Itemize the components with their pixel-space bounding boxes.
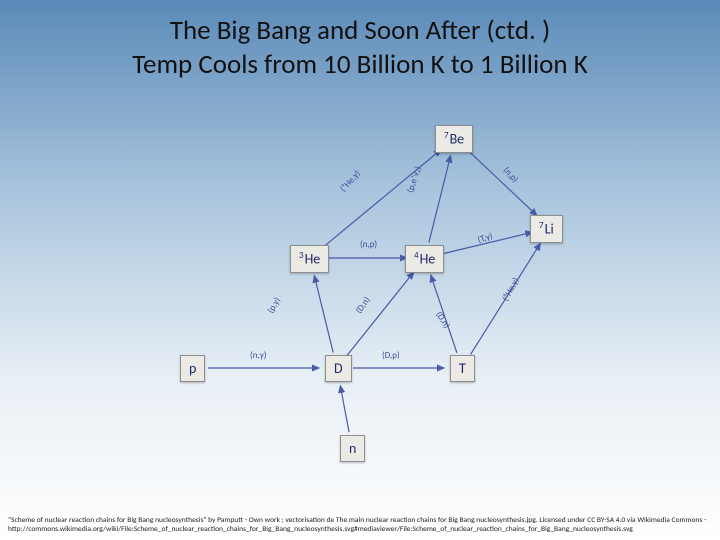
edge-He4-Be7 — [429, 155, 451, 242]
nucleosynthesis-diagram: (n,γ) (D,p) (p,γ) (D,n) (D,n) (n,p) (⁴He,γ) (T,… — [160, 115, 580, 475]
edge-D-He3 — [314, 275, 333, 352]
edge-label-D-T: (D,p) — [382, 350, 400, 361]
edge-He3-Be7 — [322, 149, 441, 247]
edge-label-D-He3: (p,γ) — [265, 296, 283, 316]
diagram-edges — [160, 115, 580, 475]
credit-line-2: http://commons.wikimedia.org/wiki/File:S… — [8, 525, 633, 534]
edge-label-T-Li7: (⁴He,γ) — [500, 276, 521, 303]
credit-line-1: "Scheme of nuclear reaction chains for B… — [8, 516, 706, 525]
title-line-1: The Big Bang and Soon After (ctd. ) — [170, 14, 550, 47]
slide-title: The Big Bang and Soon After (ctd. ) Temp… — [0, 14, 720, 82]
node-He3: 3He — [290, 245, 329, 273]
node-He4: 4He — [405, 245, 444, 273]
node-n: n — [340, 435, 365, 462]
edge-label-D-He4: (D,n) — [353, 295, 372, 316]
edge-label-He4-Li7: (T,γ) — [476, 231, 494, 246]
edge-label-Be7-Li7: (n,p) — [501, 165, 521, 185]
node-p: p — [180, 355, 205, 382]
slide: The Big Bang and Soon After (ctd. ) Temp… — [0, 0, 720, 540]
edge-label-He3-He4: (n,p) — [360, 239, 377, 250]
edge-Be7-Li7 — [467, 149, 537, 216]
edge-label-p-D: (n,γ) — [250, 350, 266, 361]
node-Be7: 7Be — [435, 125, 473, 153]
edge-label-T-He4: (D,n) — [433, 310, 452, 331]
edge-label-He3-Be7: (⁴He,γ) — [338, 168, 363, 194]
edge-n-D — [340, 386, 349, 433]
title-line-2: Temp Cools from 10 Billion K to 1 Billio… — [132, 48, 587, 81]
edge-label-He4-Be7: (p,e⁺νₑ) — [405, 165, 424, 194]
image-credit: "Scheme of nuclear reaction chains for B… — [8, 516, 712, 534]
edge-D-He4 — [347, 272, 414, 355]
node-T: T — [450, 355, 475, 382]
node-D: D — [325, 355, 352, 382]
node-Li7: 7Li — [530, 215, 563, 243]
